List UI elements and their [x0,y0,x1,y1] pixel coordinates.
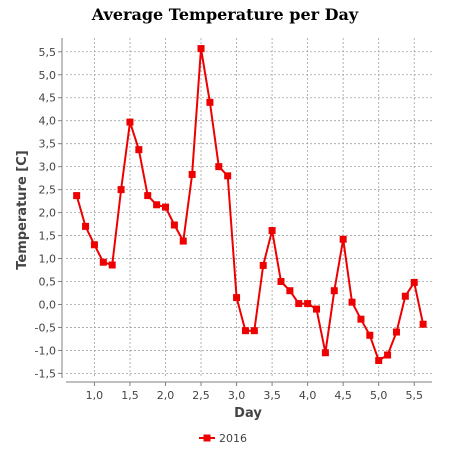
data-point [233,294,241,302]
y-tick-label: -1,5 [35,367,56,380]
data-point [304,300,312,308]
data-point [73,192,81,200]
data-point [339,235,347,243]
data-point [277,278,285,286]
data-point [99,258,107,266]
y-tick-label: 4,0 [39,115,57,128]
y-tick-label: 2,0 [39,207,57,220]
x-tick-label: 4,5 [334,389,352,402]
x-tick-label: 2,5 [192,389,210,402]
y-tick-label: 0,0 [39,298,57,311]
data-point [108,261,116,269]
grid-lines [66,38,432,378]
data-point [330,287,338,295]
data-point [170,221,178,229]
legend: 2016 [199,432,247,445]
y-tick-label: 4,5 [39,92,57,105]
y-tick-label: 1,0 [39,253,57,266]
x-tick-label: 4,0 [299,389,317,402]
y-tick-label: -1,0 [35,344,56,357]
x-tick-label: 5,5 [405,389,423,402]
data-point [153,201,161,209]
series-line [75,47,425,362]
data-point [117,186,125,194]
data-point [161,203,169,211]
y-tick-label: 2,5 [39,184,57,197]
data-point [250,327,258,335]
data-point [215,163,223,171]
x-tick-label: 3,5 [263,389,281,402]
data-point [401,292,409,300]
data-point [82,222,90,230]
x-tick-label: 2,0 [157,389,175,402]
x-tick-label: 1,5 [121,389,139,402]
y-tick-label: 1,5 [39,230,57,243]
data-point [268,227,276,235]
axes: -1,5 -1,0 -0,5 0,0 0,5 1,0 1,5 2,0 2,5 3,0 3,5 4,0 4… [35,38,432,402]
y-tick-label: 5,5 [39,46,57,59]
data-point [90,241,98,249]
series-layer [73,45,427,365]
x-tick-label: 5,0 [370,389,388,402]
data-point [366,331,374,339]
data-point [321,349,329,357]
data-point [224,172,232,180]
data-point [419,320,427,328]
plot-area: -1,5 -1,0 -0,5 0,0 0,5 1,0 1,5 2,0 2,5 3,0 3,5 4,0 4… [35,38,432,402]
data-point [392,328,400,336]
legend-marker [203,434,211,442]
data-point [241,327,249,335]
data-point [144,192,152,200]
x-axis-title: Day [234,406,262,421]
plot-background [66,38,432,378]
data-point [348,298,356,306]
data-point [126,118,134,126]
data-point [197,45,205,53]
legend-label: 2016 [219,432,247,445]
x-tick-label: 1,0 [86,389,104,402]
data-point [375,357,383,365]
data-point [179,237,187,245]
y-tick-label: 3,0 [39,161,57,174]
data-point [313,305,321,313]
data-point [188,170,196,178]
y-tick-label: 3,5 [39,138,57,151]
data-point [384,351,392,359]
data-point [206,98,214,106]
y-axis-title: Temperature [C] [15,150,30,269]
data-point [259,261,267,269]
y-tick-label: 5,0 [39,69,57,82]
y-tick-label: -0,5 [35,321,56,334]
data-point [410,278,418,286]
y-tick-label: 0,5 [39,276,57,289]
data-point [357,315,365,323]
data-point [135,146,143,154]
data-point [295,300,303,308]
data-point [286,287,294,295]
chart-title: Average Temperature per Day [91,5,359,24]
x-tick-label: 3,0 [228,389,246,402]
